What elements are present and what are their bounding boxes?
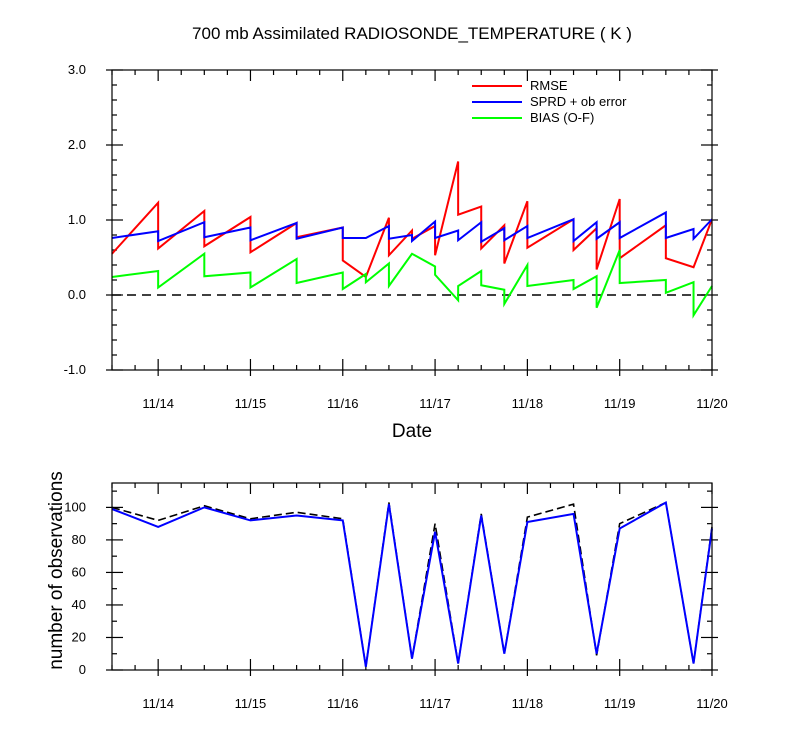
y-tick-label: -1.0	[64, 362, 86, 377]
x-tick-label: 11/17	[419, 696, 451, 711]
x-tick-label: 11/20	[696, 696, 728, 711]
y-tick-label: 60	[72, 564, 86, 579]
x-tick-label: 11/17	[419, 396, 451, 411]
top-chart: 700 mb Assimilated RADIOSONDE_TEMPERATUR…	[64, 24, 728, 442]
bottom-plot-frame	[111, 482, 713, 671]
y-tick-label: 100	[64, 499, 86, 514]
x-tick-label: 11/18	[512, 696, 544, 711]
top-ticks	[106, 69, 718, 376]
x-tick-label: 11/15	[235, 396, 267, 411]
x-tick-label: 11/16	[327, 696, 359, 711]
series-line-sprd-ob-error	[111, 210, 713, 244]
legend-label-sprd: SPRD + ob error	[530, 94, 627, 109]
chart-title: 700 mb Assimilated RADIOSONDE_TEMPERATUR…	[192, 24, 632, 43]
top-plot-frame	[111, 69, 713, 371]
legend: RMSE SPRD + ob error BIAS (O-F)	[472, 78, 627, 125]
y-tick-label: 20	[72, 629, 86, 644]
x-tick-label: 11/18	[512, 396, 544, 411]
x-tick-label: 11/15	[235, 696, 267, 711]
y-tick-label: 0	[79, 662, 86, 677]
y-tick-label: 3.0	[68, 62, 86, 77]
series-line-bias-o-f	[111, 249, 713, 319]
y-tick-label: 80	[72, 532, 86, 547]
y-tick-label: 40	[72, 597, 86, 612]
series-line-rmse	[111, 161, 713, 279]
legend-label-bias: BIAS (O-F)	[530, 110, 594, 125]
y-tick-label: 0.0	[68, 287, 86, 302]
x-axis-title: Date	[392, 421, 432, 442]
x-tick-label: 11/14	[142, 696, 174, 711]
x-tick-label: 11/14	[142, 396, 174, 411]
top-y-tick-labels: -1.0 0.0 1.0 2.0 3.0	[64, 62, 86, 377]
bottom-chart: 11/14 11/15 11/16 11/17 11/18 11/19 11/20 0 20 4…	[46, 471, 728, 711]
x-tick-label: 11/19	[604, 696, 636, 711]
x-tick-label: 11/16	[327, 396, 359, 411]
bottom-y-tick-labels: 0 20 40 60 80 100	[64, 499, 86, 677]
x-tick-label: 11/20	[696, 396, 728, 411]
series-line-observations-assimilated	[111, 500, 713, 667]
bottom-x-tick-labels: 11/14 11/15 11/16 11/17 11/18 11/19 11/20	[142, 696, 727, 711]
y-axis-title: number of observations	[46, 471, 67, 670]
top-x-tick-labels: 11/14 11/15 11/16 11/17 11/18 11/19 11/20	[142, 396, 727, 411]
x-tick-label: 11/19	[604, 396, 636, 411]
y-tick-label: 2.0	[68, 137, 86, 152]
bottom-series-group	[111, 500, 713, 667]
y-tick-label: 1.0	[68, 212, 86, 227]
legend-label-rmse: RMSE	[530, 78, 568, 93]
top-series-group	[111, 161, 713, 319]
